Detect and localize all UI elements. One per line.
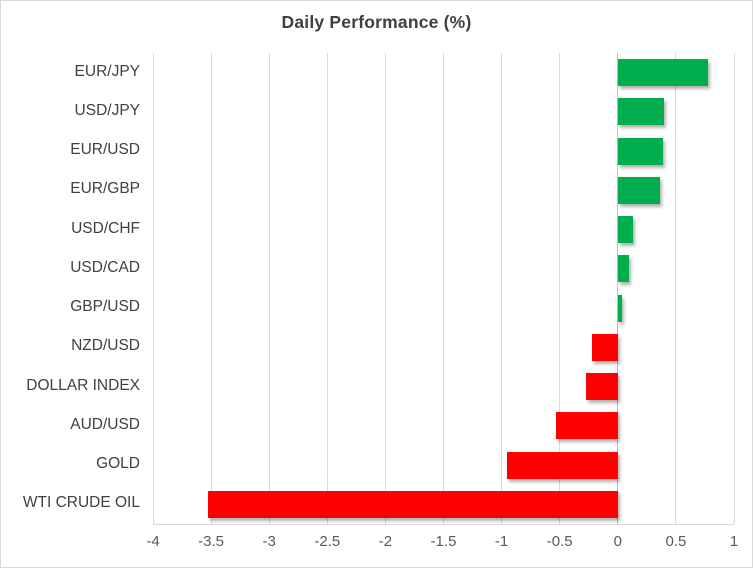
bar-gold bbox=[507, 451, 618, 479]
bar-usd-chf bbox=[617, 216, 633, 244]
bar-eur-jpy bbox=[617, 59, 709, 87]
x-tick-label--0.5: -0.5 bbox=[546, 533, 573, 550]
x-axis-line bbox=[153, 524, 734, 525]
bar-eur-usd bbox=[617, 137, 664, 165]
category-label-usd-jpy: USD/JPY bbox=[74, 101, 140, 119]
category-label-usd-chf: USD/CHF bbox=[71, 219, 140, 237]
x-tick-label-0: 0 bbox=[613, 533, 622, 550]
x-tick-label-1: 1 bbox=[729, 533, 739, 550]
plot-area bbox=[152, 53, 735, 525]
category-label-gold: GOLD bbox=[96, 455, 140, 473]
gridline bbox=[501, 53, 503, 524]
gridline bbox=[152, 53, 154, 524]
bar-gbp-usd bbox=[617, 294, 623, 322]
category-label-eur-gbp: EUR/GBP bbox=[70, 180, 140, 198]
gridline bbox=[443, 53, 444, 524]
category-label-nzd-usd: NZD/USD bbox=[71, 337, 140, 355]
x-tick-label--1: -1 bbox=[494, 533, 509, 550]
chart-title: Daily Performance (%) bbox=[281, 12, 472, 32]
x-tick-label--4: -4 bbox=[146, 533, 160, 550]
category-label-eur-jpy: EUR/JPY bbox=[74, 62, 140, 80]
gridline bbox=[675, 53, 677, 524]
x-tick-label--1.5: -1.5 bbox=[430, 533, 457, 550]
category-label-gbp-usd: GBP/USD bbox=[70, 298, 140, 316]
category-label-wti-crude-oil: WTI CRUDE OIL bbox=[22, 494, 140, 512]
bar-wti-crude-oil bbox=[207, 490, 618, 518]
x-tick-label-0.5: 0.5 bbox=[665, 533, 687, 550]
gridline bbox=[733, 53, 735, 524]
bar-dollar-index bbox=[586, 373, 618, 401]
x-tick-label--2: -2 bbox=[378, 533, 393, 550]
bar-usd-cad bbox=[617, 255, 630, 283]
gridline bbox=[268, 53, 270, 524]
gridline bbox=[210, 53, 212, 524]
x-tick-label--3.5: -3.5 bbox=[198, 533, 225, 550]
category-label-aud-usd: AUD/USD bbox=[70, 415, 140, 433]
bar-eur-gbp bbox=[617, 176, 660, 204]
x-tick-label--2.5: -2.5 bbox=[314, 533, 341, 550]
category-label-usd-cad: USD/CAD bbox=[70, 258, 140, 276]
gridline bbox=[559, 53, 561, 524]
category-label-dollar-index: DOLLAR INDEX bbox=[26, 376, 140, 394]
x-tick-label--3: -3 bbox=[262, 533, 276, 550]
bar-usd-jpy bbox=[617, 98, 665, 126]
bar-aud-usd bbox=[556, 412, 618, 440]
category-label-eur-usd: EUR/USD bbox=[70, 141, 140, 159]
gridline bbox=[326, 53, 328, 524]
zero-axis-line bbox=[617, 53, 619, 524]
bar-nzd-usd bbox=[592, 333, 618, 361]
gridline bbox=[384, 53, 386, 524]
